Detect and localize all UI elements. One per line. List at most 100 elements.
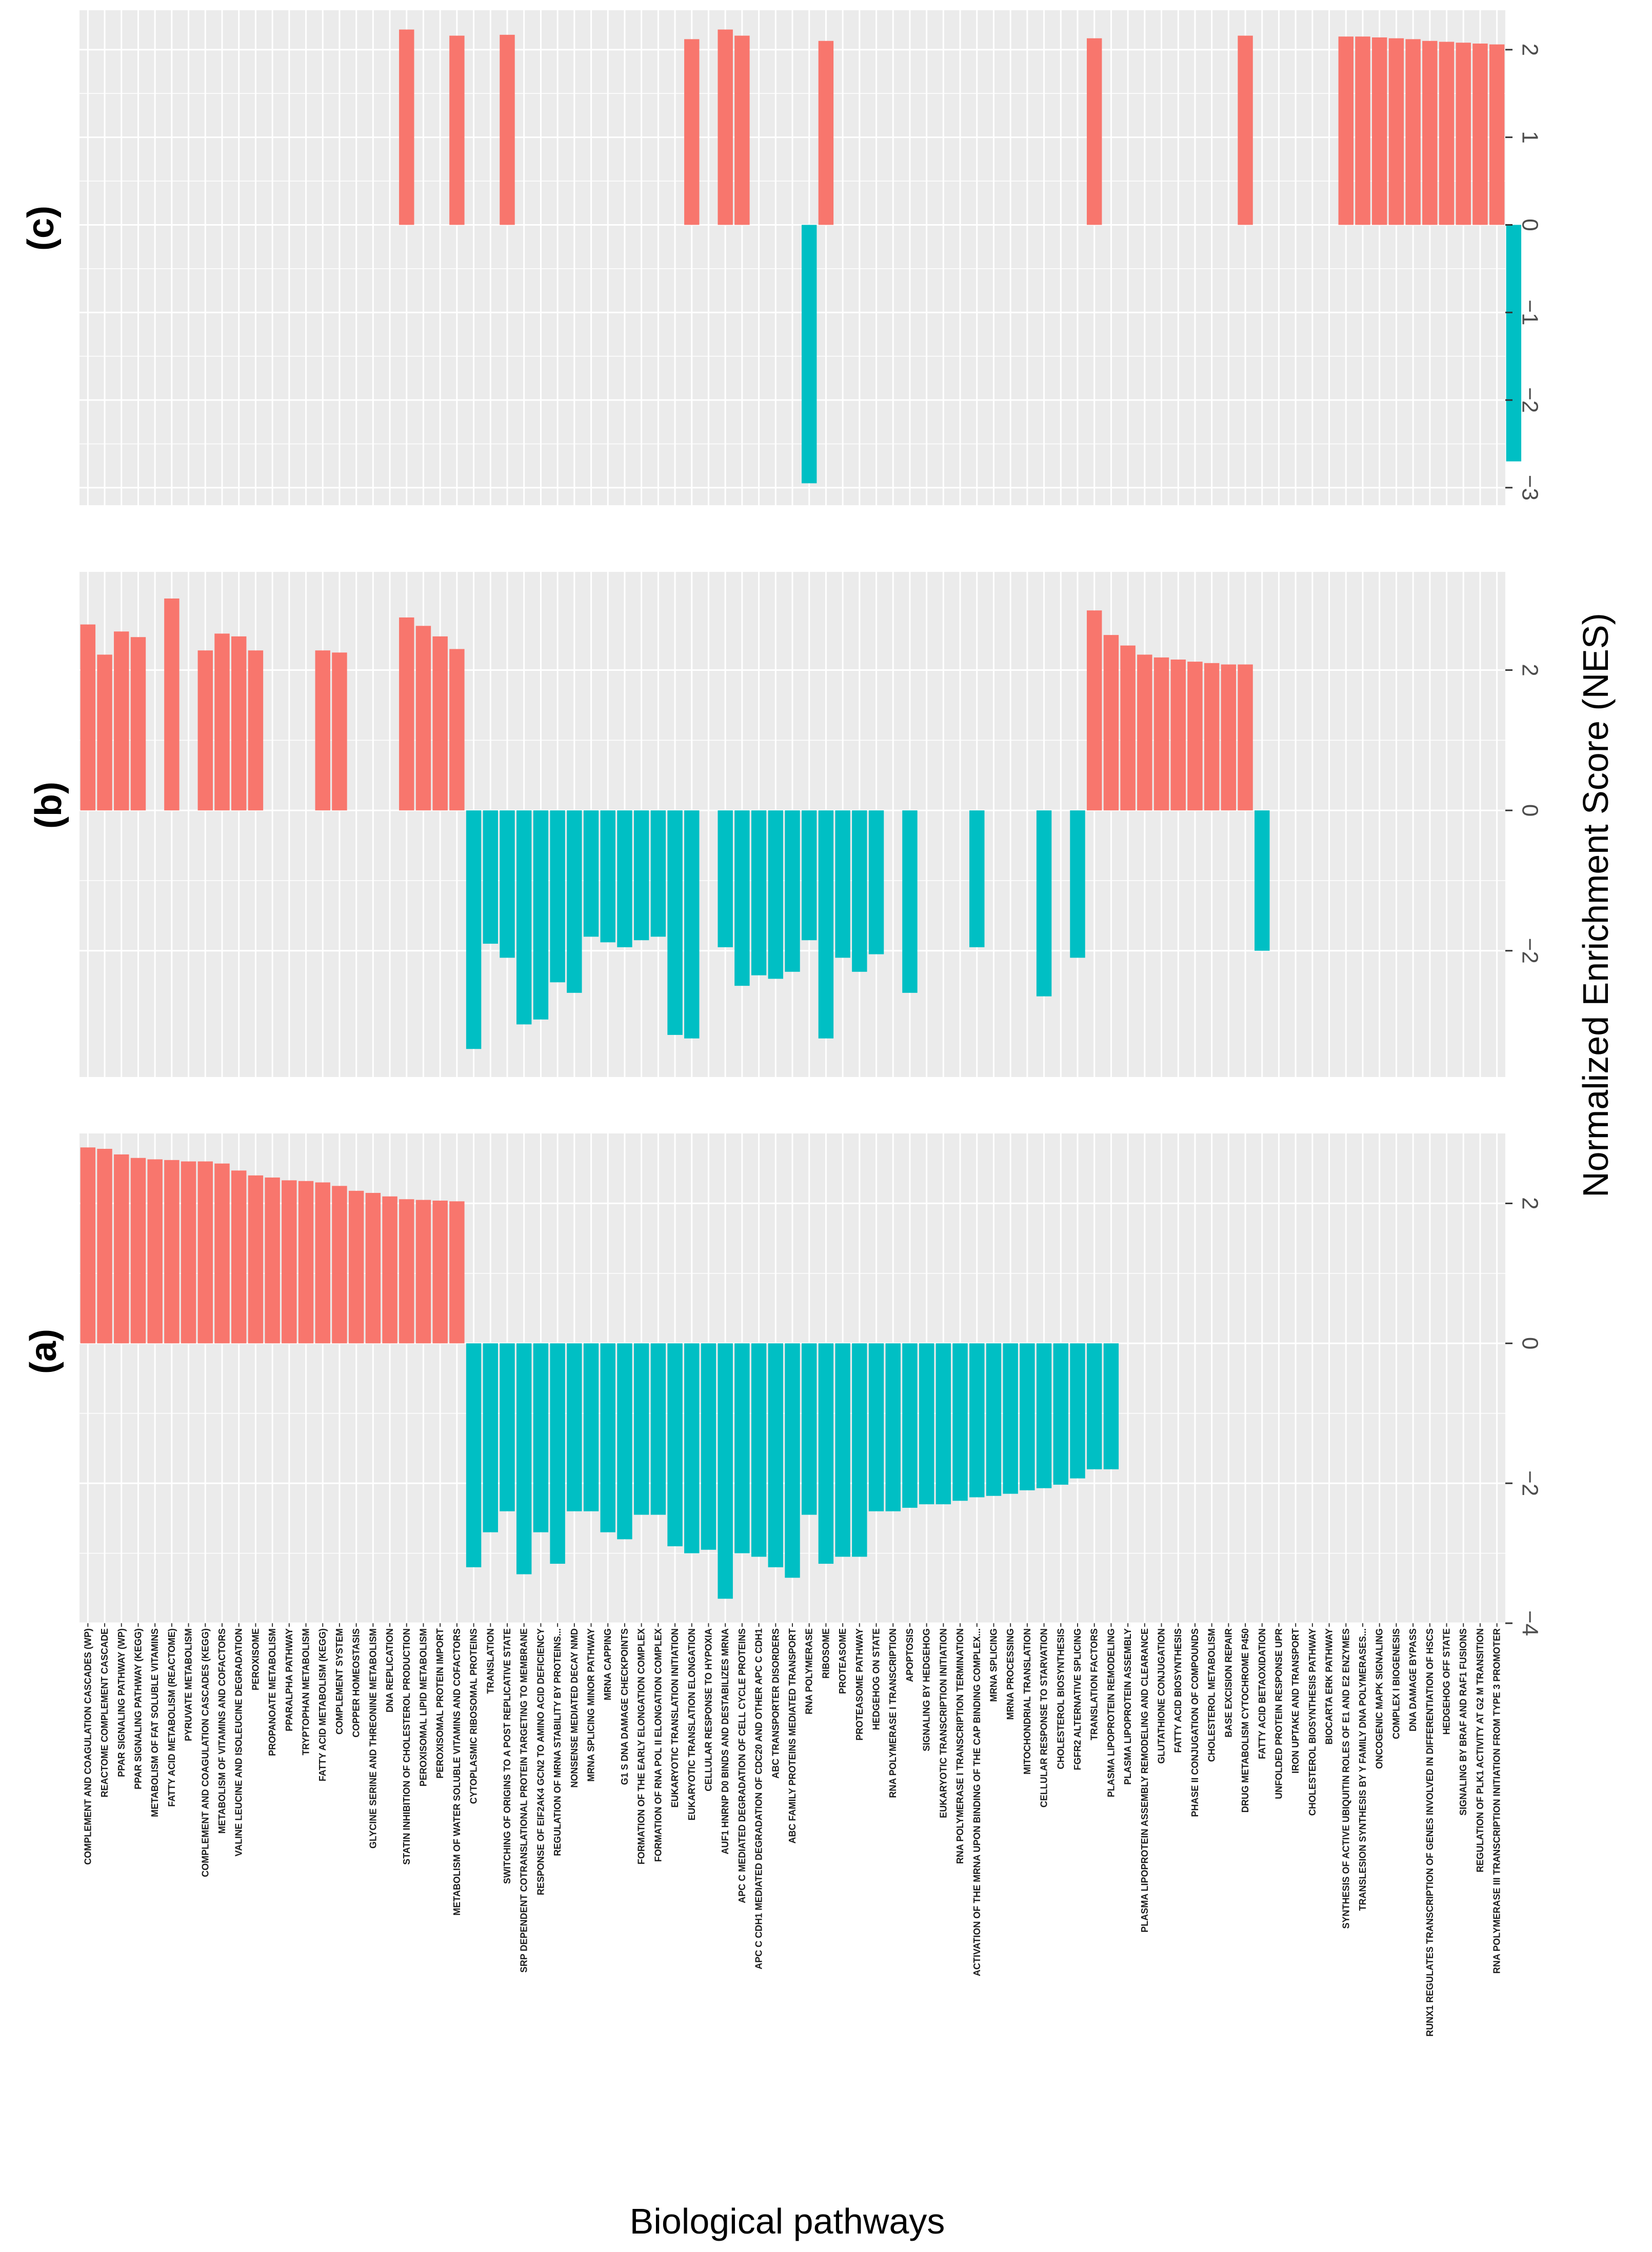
bar-a-1 (97, 1149, 112, 1344)
category-label: TRANSLATION (485, 1628, 495, 1694)
bar-b-31 (600, 810, 615, 943)
category-label: CELLULAR RESPONSE TO HYPOXIA (703, 1628, 713, 1791)
bar-a-18 (382, 1196, 397, 1344)
bar-a-34 (650, 1343, 666, 1515)
category-label: METABOLISM OF WATER SOLUBLE VITAMINS AND… (452, 1628, 462, 1916)
bar-c-44 (818, 41, 834, 225)
category-label: MITOCHONDRIAL TRANSLATION (1022, 1628, 1032, 1775)
category-label: MRNA SPLICING MINOR PATHWAY (586, 1628, 596, 1782)
category-label: UNFOLDED PROTEIN RESPONSE UPR (1273, 1628, 1284, 1799)
category-label: REGULATION OF MRNA STABILITY BY PROTEINS… (552, 1628, 563, 1856)
bar-a-58 (1053, 1343, 1069, 1485)
panel-label: (a) (23, 1329, 64, 1374)
category-label: ONCOGENIC MAPK SIGNALING (1375, 1628, 1385, 1769)
bar-a-0 (80, 1147, 96, 1344)
category-label: ACTIVATION OF THE MRNA UPON BINDING OF T… (972, 1628, 982, 1976)
category-label: FGFR2 ALTERNATIVE SPLICING (1072, 1628, 1083, 1770)
bar-b-40 (751, 810, 767, 975)
bar-b-62 (1120, 645, 1136, 811)
category-label: SIGNALING BY BRAF AND RAF1 FUSIONS (1458, 1628, 1468, 1816)
bar-c-22 (449, 35, 465, 225)
bar-b-23 (466, 810, 482, 1049)
category-label: PLASMA LIPOPROTEIN REMODELING (1106, 1628, 1116, 1797)
category-label: DNA DAMAGE BYPASS (1408, 1628, 1418, 1731)
category-label: IRON UPTAKE AND TRANSPORT (1290, 1628, 1301, 1773)
category-label: SWITCHING OF ORIGINS TO A POST REPLICATI… (502, 1628, 512, 1884)
panel-c: −3 −2 −1 0 1 2 (c) (21, 10, 1543, 505)
bar-a-42 (785, 1343, 800, 1578)
category-label: EUKARYOTIC TRANSLATION INITIATION (670, 1628, 680, 1808)
category-label: SYNTHESIS OF ACTIVE UBIQUITIN ROLES OF E… (1341, 1628, 1351, 1929)
category-label: PPAR SIGNALING PATHWAY (WP) (116, 1628, 127, 1777)
bar-a-21 (432, 1200, 448, 1344)
bar-a-56 (1020, 1343, 1035, 1490)
bar-b-63 (1137, 654, 1152, 811)
category-label: VALINE LEUCINE AND ISOLEUCINE DEGRADATIO… (234, 1628, 244, 1857)
bar-a-50 (919, 1343, 934, 1505)
bar-a-14 (315, 1182, 330, 1344)
bar-c-38 (718, 29, 733, 225)
category-label: PROPANOATE METABOLISM (267, 1628, 277, 1756)
bar-c-43 (801, 225, 817, 484)
bar-b-7 (197, 650, 213, 811)
bar-b-42 (785, 810, 800, 972)
bar-b-65 (1170, 660, 1186, 811)
bar-b-22 (449, 649, 465, 811)
bar-c-81 (1439, 42, 1455, 225)
category-label: PPAR SIGNALING PATHWAY (KEGG) (133, 1628, 143, 1789)
bar-a-13 (298, 1181, 314, 1344)
bar-b-69 (1238, 664, 1253, 811)
bar-b-41 (768, 810, 784, 979)
category-label: ABC FAMILY PROTEINS MEDIATED TRANSPORT (787, 1628, 798, 1844)
bar-b-33 (633, 810, 649, 941)
category-label: PLASMA LIPOPROTEIN ASSEMBLY (1123, 1628, 1133, 1785)
bar-b-47 (868, 810, 884, 954)
bar-a-47 (868, 1343, 884, 1511)
bar-b-44 (818, 810, 834, 1039)
bar-a-40 (751, 1343, 767, 1557)
category-label: SIGNALING BY HEDGEHOG (922, 1628, 932, 1751)
bar-a-6 (181, 1161, 196, 1344)
category-label: COMPLEX I BIOGENESIS (1391, 1628, 1401, 1739)
bar-b-57 (1036, 810, 1052, 997)
bar-a-36 (684, 1343, 700, 1553)
category-label: PROTEASOME PATHWAY (854, 1628, 865, 1741)
value-tick-label: 1 (1518, 131, 1543, 143)
bar-a-38 (718, 1343, 733, 1599)
category-label: FORMATION OF RNA POL II ELONGATION COMPL… (653, 1628, 663, 1862)
bar-b-5 (164, 598, 180, 811)
bar-b-34 (650, 810, 666, 937)
bar-b-8 (214, 633, 230, 811)
bar-b-26 (516, 810, 532, 1025)
bar-a-2 (114, 1154, 129, 1344)
category-label: CYTOPLASMIC RIBOSOMAL PROTEINS (469, 1628, 479, 1804)
bar-c-36 (684, 39, 700, 225)
bar-b-70 (1255, 810, 1270, 951)
value-tick-label: −2 (1518, 387, 1543, 413)
bar-a-16 (348, 1190, 364, 1344)
category-label: NONSENSE MEDIATED DECAY NMD (569, 1628, 580, 1788)
bar-b-38 (718, 810, 733, 947)
category-label: REACTOME COMPLEMENT CASCADE (99, 1628, 110, 1798)
bar-b-24 (483, 810, 499, 944)
category-label: MRNA CAPPING (603, 1628, 613, 1700)
bar-b-30 (583, 810, 599, 937)
bar-b-59 (1070, 810, 1085, 958)
bar-a-4 (147, 1159, 163, 1344)
category-label: RESPONSE OF EIF2AK4 GCN2 TO AMINO ACID D… (535, 1628, 546, 1895)
category-label: FATTY ACID BIOSYNTHESIS (1173, 1628, 1183, 1753)
category-label: PEROXISOMAL PROTEIN IMPORT (435, 1628, 445, 1779)
bar-a-39 (734, 1343, 750, 1553)
bar-c-39 (734, 35, 750, 225)
category-label: COMPLEMENT AND COAGULATION CASCADES (KEG… (200, 1628, 210, 1877)
category-label: TRANSLATION FACTORS (1089, 1628, 1100, 1740)
panel-label: (c) (21, 206, 62, 251)
value-tick-label: 0 (1518, 804, 1543, 816)
category-labels: COMPLEMENT AND COAGULATION CASCADES (WP)… (83, 1623, 1502, 2037)
bar-b-27 (533, 810, 549, 1020)
category-label: PEROXISOMAL LIPID METABOLISM (418, 1628, 428, 1786)
bar-c-82 (1456, 43, 1471, 225)
category-label: FORMATION OF THE EARLY ELONGATION COMPLE… (636, 1628, 647, 1864)
bar-a-49 (902, 1343, 918, 1508)
category-label: EUKARYOTIC TRANSLATION ELONGATION (687, 1628, 697, 1821)
